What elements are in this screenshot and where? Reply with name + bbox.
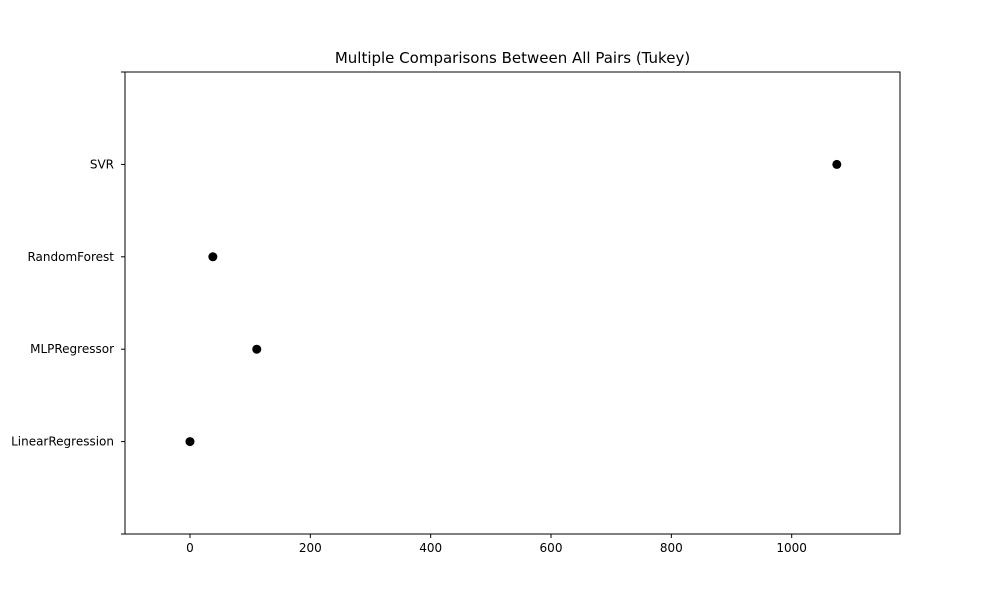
data-points: [185, 159, 842, 447]
data-point: [832, 159, 842, 169]
data-point: [208, 252, 218, 262]
x-tick-label: 200: [299, 541, 322, 555]
x-axis: 0 200 400 600 800 1000: [186, 534, 807, 555]
y-tick-label: MLPRegressor: [30, 342, 114, 356]
chart-title: Multiple Comparisons Between All Pairs (…: [335, 49, 690, 67]
y-axis: LinearRegression MLPRegressor RandomForest…: [11, 71, 125, 535]
data-point: [185, 437, 195, 447]
x-tick-label: 800: [660, 541, 683, 555]
x-tick-label: 0: [186, 541, 194, 555]
y-tick-label: LinearRegression: [11, 435, 114, 449]
plot-area-frame: [124, 71, 901, 535]
x-tick-label: 400: [419, 541, 442, 555]
y-tick-label: RandomForest: [27, 250, 114, 264]
x-tick-label: 1000: [776, 541, 807, 555]
data-point: [252, 344, 262, 354]
x-tick-label: 600: [540, 541, 563, 555]
y-tick-label: SVR: [90, 157, 114, 171]
